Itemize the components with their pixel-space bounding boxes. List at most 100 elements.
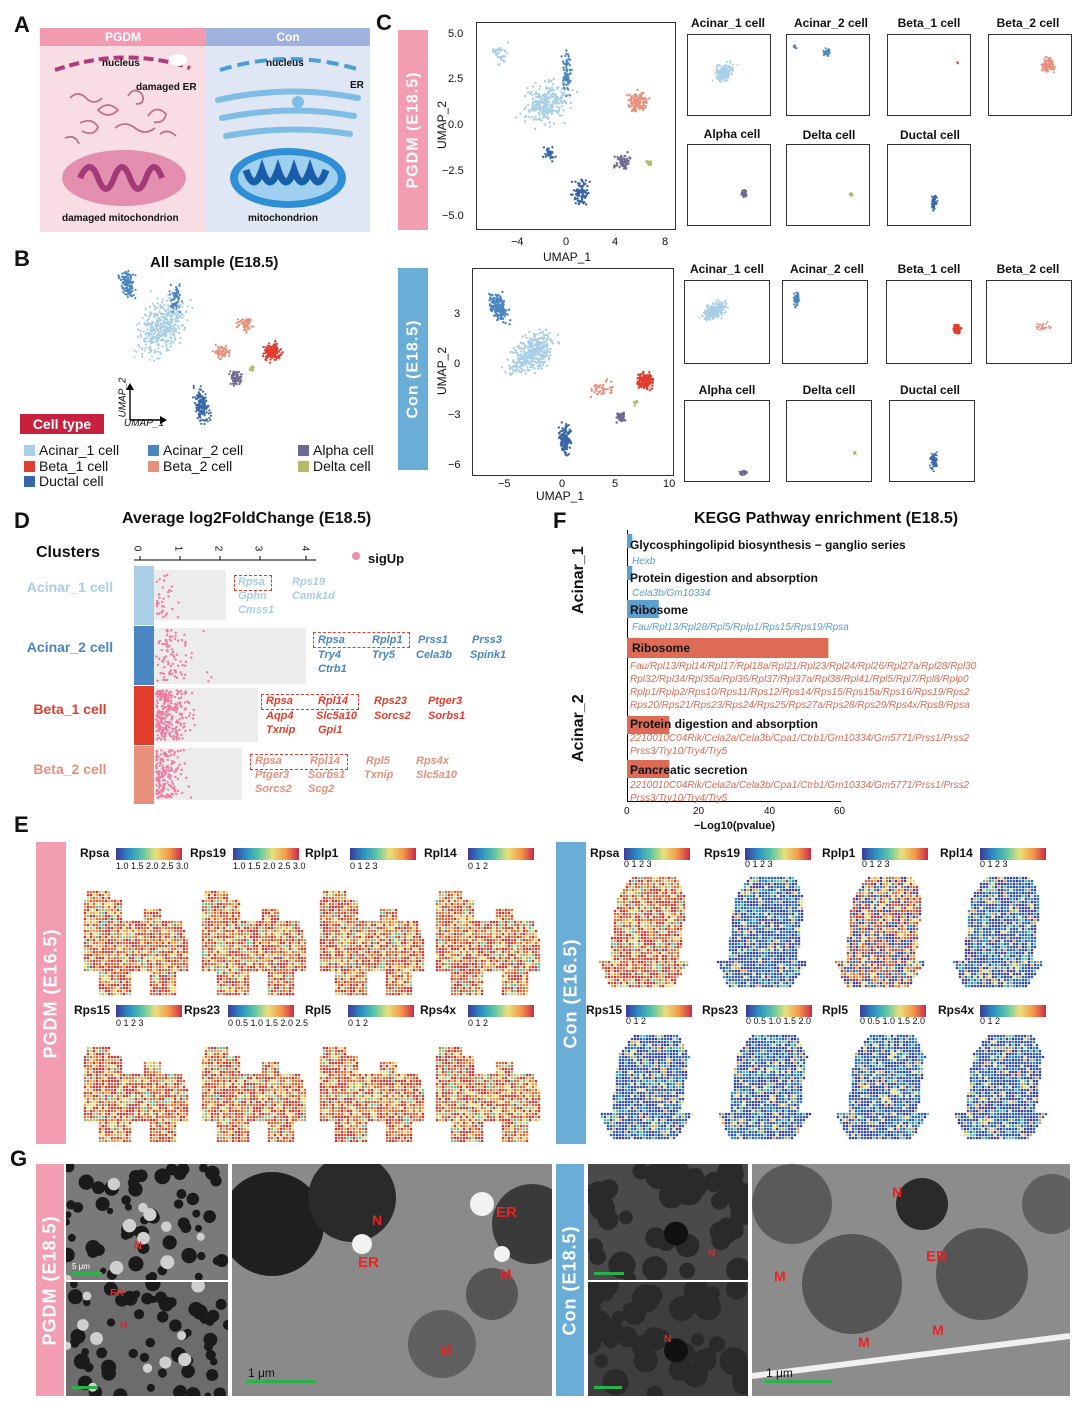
fc-point	[165, 793, 169, 796]
umap-point	[280, 352, 283, 355]
spatial-spot	[122, 932, 126, 936]
fc-point	[169, 696, 172, 699]
umap-point	[558, 114, 562, 117]
umap-point	[156, 322, 159, 326]
umap-point	[176, 301, 179, 304]
spatial-spot	[140, 944, 144, 948]
umap-point	[547, 108, 550, 111]
umap-point	[593, 391, 596, 394]
spatial-spot	[176, 947, 180, 951]
fc-point	[176, 733, 179, 737]
umap-point	[625, 163, 628, 166]
spatial-spot	[128, 929, 132, 933]
fc-point	[179, 749, 182, 752]
umap-point	[739, 470, 742, 473]
spatial-spot	[140, 926, 144, 930]
umap-point	[170, 339, 173, 342]
umap-point	[564, 453, 567, 456]
umap-point	[741, 189, 744, 192]
fc-point	[174, 768, 178, 771]
spatial-spot	[107, 947, 111, 951]
umap-point	[538, 350, 542, 353]
umap-point	[217, 356, 220, 359]
fc-point	[165, 752, 168, 756]
e-pgdm-cbt-1: 1.0 1.5 2.0 2.5 3.0	[116, 861, 189, 871]
umap-point	[176, 325, 180, 328]
spatial-spot	[125, 947, 129, 951]
umap-point	[537, 111, 541, 115]
spatial-spot	[110, 914, 114, 918]
spatial-spot	[128, 935, 132, 939]
umap-point	[522, 348, 526, 351]
umap-point	[1043, 58, 1046, 61]
umap-point	[500, 366, 504, 369]
umap-point	[538, 107, 541, 111]
fc-point	[162, 795, 166, 798]
spatial-spot	[179, 944, 183, 948]
umap-point	[526, 87, 529, 90]
spatial-spot	[101, 950, 105, 954]
fc-point	[163, 787, 166, 790]
fc-point	[170, 715, 174, 718]
umap-point	[511, 366, 514, 370]
c-pgdm-small-acinar1	[687, 34, 771, 116]
umap-point	[148, 305, 151, 308]
fc-point	[179, 722, 182, 725]
umap-point	[548, 121, 551, 124]
e-pgdm-cbt-2: 1.0 1.5 2.0 2.5 3.0	[233, 861, 306, 871]
umap-point	[175, 331, 178, 334]
fc-point	[168, 794, 172, 798]
fc-point	[159, 753, 162, 756]
spatial-spot	[116, 929, 120, 933]
umap-point	[166, 312, 169, 315]
umap-point	[538, 95, 541, 98]
umap-point	[266, 347, 269, 350]
umap-point	[126, 281, 129, 284]
spatial-spot	[104, 914, 108, 918]
c-pgdm-xtick-4: 8	[662, 236, 669, 248]
umap-point	[639, 385, 642, 388]
spatial-spot	[161, 929, 165, 933]
spatial-spot	[83, 923, 87, 927]
umap-point	[540, 357, 543, 360]
fc-point	[176, 639, 180, 642]
umap-point	[233, 371, 236, 374]
umap-point	[249, 368, 252, 371]
spatial-spot	[107, 920, 111, 924]
fc-point	[172, 734, 175, 737]
umap-point	[268, 342, 271, 345]
fc-point	[166, 650, 169, 653]
spatial-spot	[125, 926, 129, 930]
umap-point	[704, 315, 707, 318]
spatial-spot	[83, 917, 87, 921]
umap-point	[533, 367, 536, 370]
spatial-spot	[101, 920, 105, 924]
umap-point	[262, 355, 265, 358]
spatial-spot	[113, 923, 117, 927]
umap-point	[214, 343, 217, 346]
spatial-spot	[110, 929, 114, 933]
spatial-spot	[95, 941, 99, 945]
umap-point	[552, 77, 555, 81]
fc-point	[169, 694, 173, 697]
umap-point	[710, 305, 712, 308]
umap-point	[122, 291, 125, 294]
umap-point	[717, 303, 719, 306]
spatial-spot	[86, 923, 90, 927]
fc-point	[192, 713, 195, 717]
umap-point	[536, 333, 539, 336]
umap-point	[558, 102, 561, 105]
fc-point	[168, 589, 171, 592]
umap-point	[551, 150, 554, 154]
spatial-spot	[155, 947, 159, 951]
spatial-spot	[101, 914, 105, 918]
spatial-spot	[164, 926, 168, 930]
umap-point	[546, 104, 550, 107]
umap-point	[730, 72, 733, 75]
spatial-spot	[95, 920, 99, 924]
spatial-spot	[116, 899, 120, 903]
umap-point	[208, 416, 211, 419]
umap-point	[707, 315, 710, 318]
gene-b1-3: Rps23	[374, 695, 408, 707]
umap-point	[561, 427, 564, 430]
